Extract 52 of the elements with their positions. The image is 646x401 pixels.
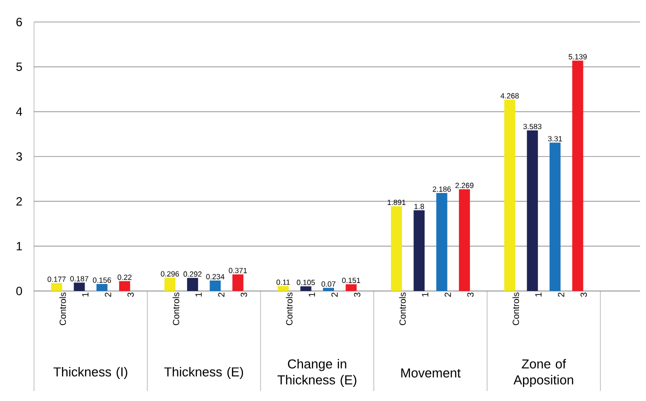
text: Controls [286,292,292,326]
text: 2 [558,292,564,297]
bar [232,274,244,291]
text: 2 [331,292,338,297]
text: 3 [354,292,360,297]
bar [346,284,357,291]
text: Controls [59,292,66,326]
text: 3 [580,292,587,297]
x-tick-label: Movement [401,368,461,378]
x-tick-label: Zone of Apposition [514,359,574,387]
text: Controls [399,292,406,326]
text: 1 [308,292,315,296]
bar [119,281,130,291]
y-tick-label: 1 [16,242,22,250]
y-tick-label: 2 [16,197,22,206]
bar [187,278,198,291]
text: 2 [218,292,224,297]
bar [504,100,516,291]
text: Controls [172,292,180,326]
bar [414,210,425,291]
text: 1 [195,292,202,296]
x-tick-label: Thickness (I) [54,366,128,380]
bar [278,286,289,291]
bar [164,278,176,291]
y-tick-label: 3 [16,152,22,161]
y-tick-label: 4 [16,108,22,116]
bar [210,280,221,291]
bar [550,142,561,291]
text: 1 [82,292,88,296]
text: Controls [512,292,520,326]
text: 1 [535,292,542,296]
bar [51,283,62,291]
text: 2 [444,292,451,297]
y-tick-label: 0 [16,286,22,296]
text: 1 [422,292,428,296]
y-tick-label: 6 [16,18,22,26]
y-tick-label: 5 [16,62,22,71]
text: 3 [127,292,134,297]
bar [96,284,108,291]
x-tick-label: Thickness (E) [164,366,244,380]
bar [526,130,538,291]
text: 3 [240,292,248,297]
text: 3 [467,292,474,297]
text: 2 [104,292,112,297]
bar [458,189,470,291]
bar [323,288,334,291]
bar [74,282,85,291]
bar [572,60,584,291]
bar [390,206,402,291]
bar [300,286,312,291]
x-tick-label: Change in Thickness (E) [278,358,356,388]
bar [436,192,448,291]
